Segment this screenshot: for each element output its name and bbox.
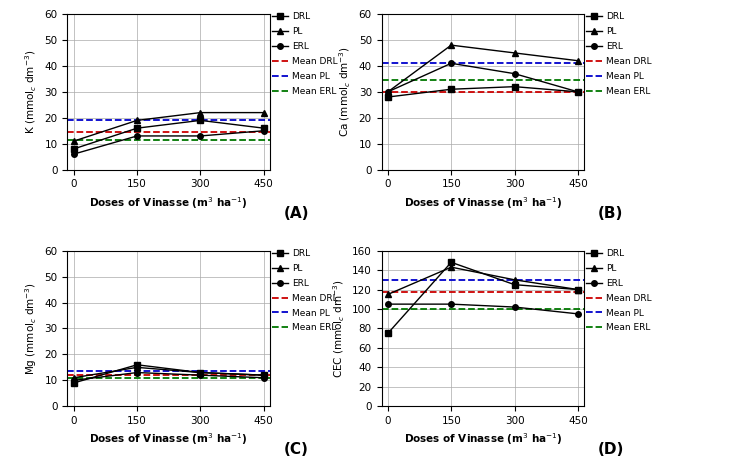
X-axis label: Doses of Vinasse (m$^3$ ha$^{-1}$): Doses of Vinasse (m$^3$ ha$^{-1}$) [404,432,562,447]
Legend: DRL, PL, ERL, Mean DRL, Mean PL, Mean ERL: DRL, PL, ERL, Mean DRL, Mean PL, Mean ER… [586,13,652,96]
X-axis label: Doses of Vinasse (m$^3$ ha$^{-1}$): Doses of Vinasse (m$^3$ ha$^{-1}$) [89,432,248,447]
Text: (A): (A) [284,206,309,221]
Y-axis label: CEC (mmol$_c$ dm$^{-3}$): CEC (mmol$_c$ dm$^{-3}$) [331,279,347,378]
Y-axis label: Mg (mmol$_c$ dm$^{-3}$): Mg (mmol$_c$ dm$^{-3}$) [23,282,39,375]
X-axis label: Doses of Vinasse (m$^3$ ha$^{-1}$): Doses of Vinasse (m$^3$ ha$^{-1}$) [89,195,248,211]
Text: (B): (B) [598,206,623,221]
Y-axis label: K (mmol$_c$ dm$^{-3}$): K (mmol$_c$ dm$^{-3}$) [24,50,39,134]
Legend: DRL, PL, ERL, Mean DRL, Mean PL, Mean ERL: DRL, PL, ERL, Mean DRL, Mean PL, Mean ER… [272,13,338,96]
Y-axis label: Ca (mmol$_c$ dm$^{-3}$): Ca (mmol$_c$ dm$^{-3}$) [338,46,353,137]
Legend: DRL, PL, ERL, Mean DRL, Mean PL, Mean ERL: DRL, PL, ERL, Mean DRL, Mean PL, Mean ER… [272,249,338,333]
Legend: DRL, PL, ERL, Mean DRL, Mean PL, Mean ERL: DRL, PL, ERL, Mean DRL, Mean PL, Mean ER… [586,249,652,333]
Text: (C): (C) [284,442,309,457]
X-axis label: Doses of Vinasse (m$^3$ ha$^{-1}$): Doses of Vinasse (m$^3$ ha$^{-1}$) [404,195,562,211]
Text: (D): (D) [598,442,624,457]
